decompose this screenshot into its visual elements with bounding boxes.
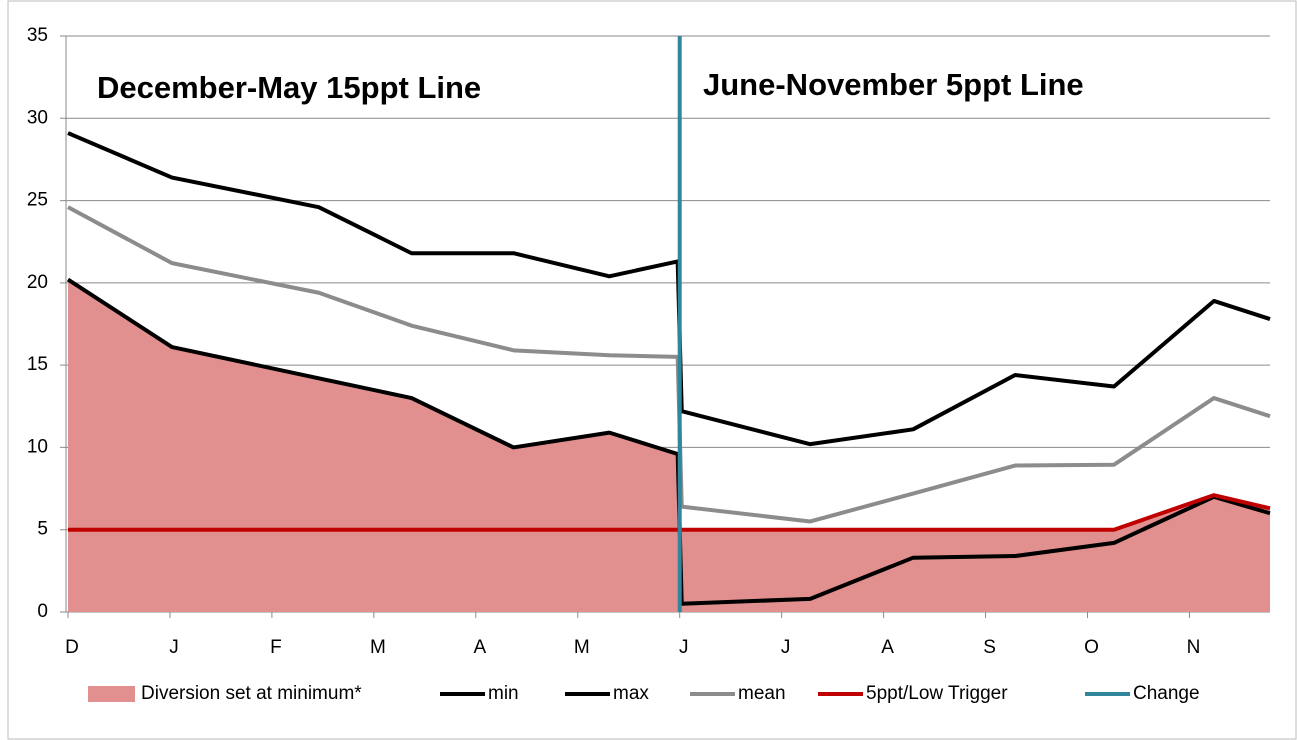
y-tick-label: 0 [37,601,48,622]
y-tick-label: 10 [27,436,48,457]
y-tick-label: 5 [37,519,48,540]
x-tick-label: O [1084,637,1099,658]
x-tick-label: J [679,637,689,658]
x-tick-label: D [65,637,79,658]
legend-label: Change [1133,683,1200,704]
x-tick-label: F [270,637,282,658]
y-tick-label: 15 [27,354,48,375]
area [68,279,1270,612]
x-tick-label: M [370,637,386,658]
annotation: December-May 15ppt Line [97,70,481,105]
legend-label: 5ppt/Low Trigger [866,683,1008,704]
x-tick-label: M [574,637,590,658]
legend-label: max [613,683,649,704]
annotation: June-November 5ppt Line [703,67,1084,102]
chart-frame [7,0,1297,740]
legend-label: min [488,683,519,704]
legend-label: mean [738,683,786,704]
y-tick-label: 30 [27,107,48,128]
y-tick-label: 35 [27,25,48,46]
x-tick-label: A [881,637,894,658]
x-tick-label: J [781,637,791,658]
x-tick-label: J [169,637,179,658]
legend-swatch [88,686,135,702]
x-tick-label: A [473,637,486,658]
x-tick-label: S [983,637,996,658]
y-tick-label: 25 [27,190,48,211]
legend-label: Diversion set at minimum* [141,683,362,704]
y-tick-label: 20 [27,272,48,293]
x-tick-label: N [1187,637,1201,658]
